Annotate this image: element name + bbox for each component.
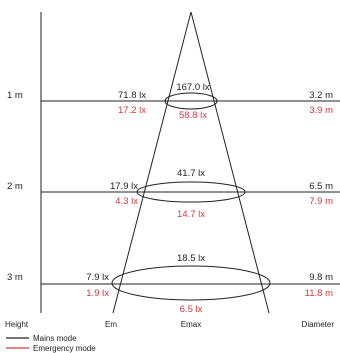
beam-ellipse-1m [164,92,218,110]
beam-ellipse-2m [136,181,246,203]
emax-mains-value: 18.5 lx [177,253,205,264]
axis-label-diameter: Diameter [302,320,335,329]
emax-emergency-value: 58.8 lx [179,110,207,121]
axis-label-emax: Emax [181,320,201,329]
diameter-mains-value: 9.8 m [309,272,333,283]
emax-emergency-value: 14.7 lx [177,209,205,220]
diameter-mains-value: 6.5 m [309,181,333,192]
em-emergency-value: 1.9 lx [86,288,109,299]
diameter-emergency-value: 3.9 m [309,105,333,116]
em-mains-value: 7.9 lx [86,272,109,283]
beam-ellipse-3m [111,265,271,301]
emax-mains-value: 167.0 lx [176,82,210,93]
emax-emergency-value: 6.5 lx [180,304,203,315]
diameter-emergency-value: 11.8 m [305,288,333,299]
cone-right-edge [190,11,270,314]
emax-mains-value: 41.7 lx [177,168,205,179]
diameter-emergency-value: 7.9 m [309,196,333,207]
em-mains-value: 71.8 lx [118,90,146,101]
height-label: 1 m [7,90,23,101]
axis-label-height: Height [5,320,29,329]
axis-label-em: Em [105,320,117,329]
em-emergency-value: 4.3 lx [115,196,138,207]
em-mains-value: 17.9 lx [110,181,138,192]
em-emergency-value: 17.2 lx [118,105,146,116]
legend-mains-label: Mains mode [33,334,77,343]
cone-left-edge [112,11,192,314]
height-label: 3 m [7,272,23,283]
diameter-mains-value: 3.2 m [309,90,333,101]
legend-emergency-label: Emergency mode [33,344,96,353]
height-label: 2 m [7,181,23,192]
